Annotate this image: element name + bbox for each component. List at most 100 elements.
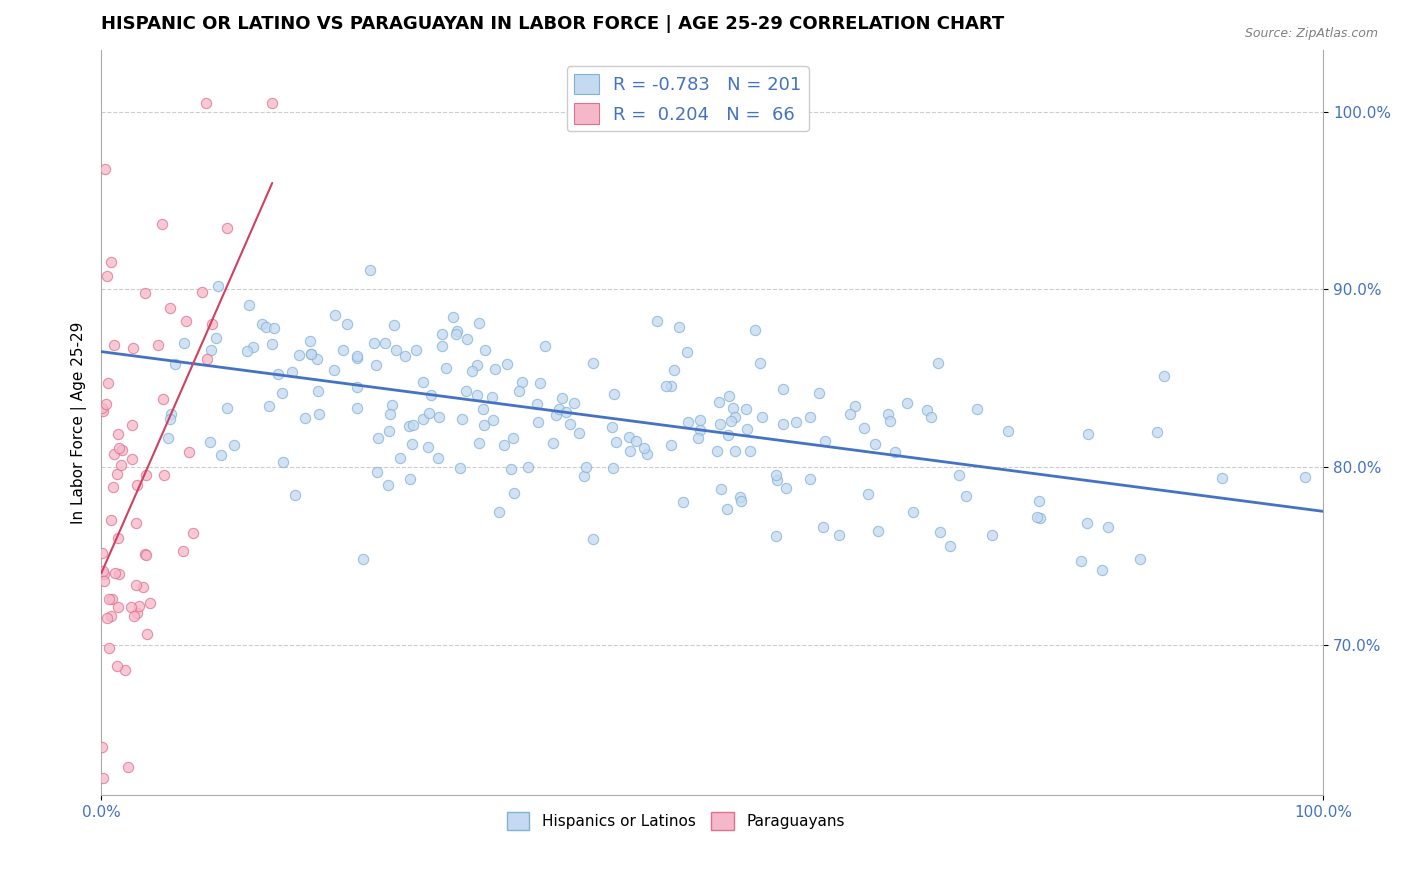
Point	[560, 417, 582, 432]
Point	[101, 480, 124, 494]
Point	[380, 398, 402, 412]
Point	[516, 460, 538, 475]
Point	[689, 423, 711, 437]
Point	[465, 358, 488, 372]
Point	[294, 411, 316, 425]
Point	[254, 320, 277, 334]
Point	[1076, 516, 1098, 530]
Point	[416, 440, 439, 454]
Point	[765, 474, 787, 488]
Point	[765, 467, 787, 482]
Point	[108, 441, 131, 455]
Point	[844, 399, 866, 413]
Point	[125, 607, 148, 621]
Point	[551, 391, 574, 405]
Point	[929, 524, 952, 539]
Point	[426, 451, 449, 466]
Point	[91, 564, 114, 578]
Point	[125, 577, 148, 591]
Point	[177, 445, 200, 459]
Point	[267, 367, 290, 381]
Point	[271, 455, 294, 469]
Point	[198, 434, 221, 449]
Point	[602, 461, 624, 475]
Point	[201, 318, 224, 332]
Point	[1028, 511, 1050, 525]
Point	[724, 410, 747, 425]
Point	[308, 407, 330, 421]
Point	[159, 412, 181, 426]
Point	[472, 417, 495, 432]
Point	[257, 399, 280, 413]
Point	[828, 528, 851, 542]
Point	[619, 443, 641, 458]
Point	[364, 358, 387, 372]
Point	[1090, 562, 1112, 576]
Point	[503, 485, 526, 500]
Point	[97, 376, 120, 390]
Point	[217, 221, 239, 235]
Point	[146, 337, 169, 351]
Point	[617, 430, 640, 444]
Point	[454, 384, 477, 398]
Point	[508, 384, 530, 398]
Point	[299, 334, 322, 349]
Point	[581, 356, 603, 370]
Point	[121, 451, 143, 466]
Point	[678, 415, 700, 429]
Point	[645, 314, 668, 328]
Point	[720, 414, 742, 428]
Point	[839, 407, 862, 421]
Point	[405, 343, 427, 357]
Point	[128, 599, 150, 613]
Point	[567, 425, 589, 440]
Y-axis label: In Labor Force | Age 25-29: In Labor Force | Age 25-29	[72, 321, 87, 524]
Point	[672, 494, 695, 508]
Point	[287, 348, 309, 362]
Point	[346, 401, 368, 415]
Point	[718, 389, 741, 403]
Point	[772, 382, 794, 396]
Point	[200, 343, 222, 358]
Point	[263, 320, 285, 334]
Point	[939, 539, 962, 553]
Point	[384, 318, 406, 332]
Point	[401, 418, 423, 433]
Point	[301, 347, 323, 361]
Point	[915, 403, 938, 417]
Point	[135, 467, 157, 482]
Point	[709, 394, 731, 409]
Point	[98, 640, 121, 655]
Point	[114, 663, 136, 677]
Point	[510, 375, 533, 389]
Point	[412, 412, 434, 426]
Point	[346, 349, 368, 363]
Point	[488, 504, 510, 518]
Point	[710, 482, 733, 496]
Point	[432, 339, 454, 353]
Point	[122, 609, 145, 624]
Point	[603, 387, 626, 401]
Point	[482, 413, 505, 427]
Point	[195, 96, 218, 111]
Point	[808, 385, 831, 400]
Point	[1294, 470, 1316, 484]
Point	[529, 376, 551, 390]
Point	[97, 592, 120, 607]
Point	[1070, 554, 1092, 568]
Point	[191, 285, 214, 299]
Point	[150, 217, 173, 231]
Point	[749, 356, 772, 370]
Point	[323, 308, 346, 322]
Point	[93, 566, 115, 581]
Point	[135, 549, 157, 563]
Point	[1026, 510, 1049, 524]
Point	[853, 420, 876, 434]
Point	[502, 431, 524, 445]
Point	[659, 438, 682, 452]
Point	[101, 592, 124, 607]
Point	[307, 384, 329, 398]
Point	[927, 356, 949, 370]
Point	[138, 596, 160, 610]
Point	[813, 434, 835, 449]
